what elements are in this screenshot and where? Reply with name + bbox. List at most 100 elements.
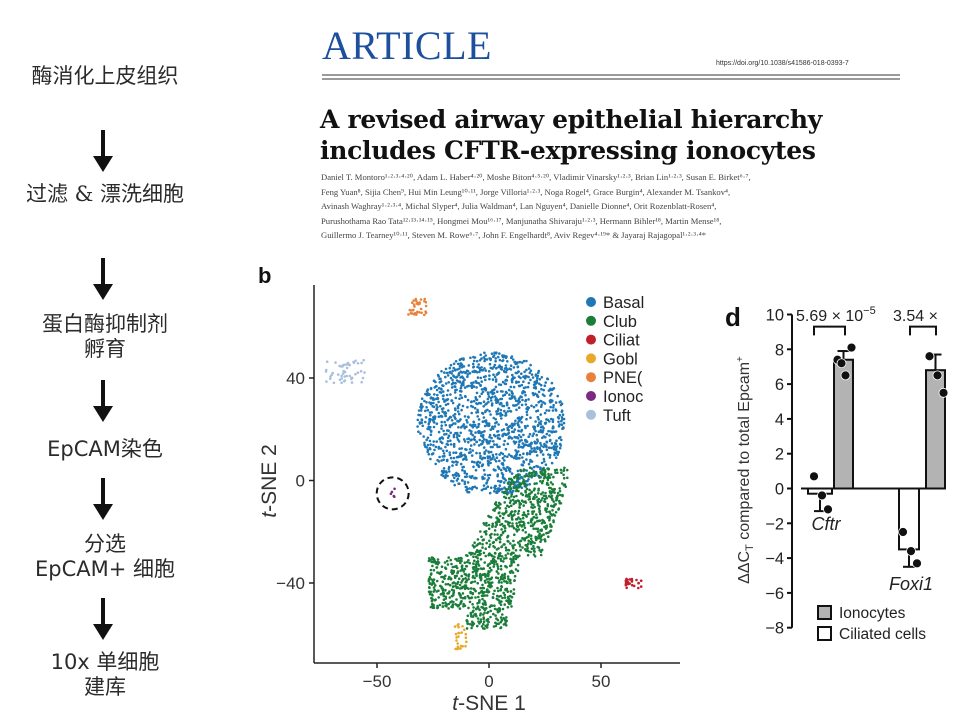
doi-link[interactable]: https://doi.org/10.1038/s41586-018-0393-… (716, 60, 849, 67)
tsne-point-basal (498, 484, 502, 487)
tsne-point-basal (499, 480, 502, 484)
tsne-point-basal (482, 433, 485, 437)
paper-title-line-2: includes CFTR-expressing ionocytes (320, 136, 816, 165)
tsne-point-basal (464, 455, 468, 459)
tsne-point-club (531, 506, 535, 510)
tsne-point-basal (516, 469, 520, 473)
tsne-point-club (479, 578, 483, 582)
tsne-point-club (488, 583, 491, 586)
tsne-point-basal (462, 438, 466, 441)
tsne-point-basal (529, 451, 532, 454)
tsne-point-basal (518, 416, 521, 419)
tsne-point-club (485, 594, 489, 597)
tsne-point-basal (487, 476, 491, 480)
tsne-point-club (490, 604, 494, 607)
tsne-point-basal (426, 448, 430, 452)
tsne-point-basal (483, 438, 486, 441)
tsne-point-club (441, 580, 445, 583)
tsne-point-basal (507, 388, 511, 392)
tsne-point-basal (493, 388, 496, 391)
tsne-point-basal (499, 383, 503, 387)
tsne-point-basal (473, 460, 476, 464)
tsne-point-basal (502, 428, 506, 431)
tsne-point-club (498, 514, 502, 518)
tsne-point-basal (558, 442, 562, 446)
tsne-point-basal (499, 365, 502, 369)
tsne-point-basal (502, 477, 505, 480)
tsne-point-basal (501, 380, 505, 384)
tsne-point-basal (471, 449, 475, 452)
tsne-point-club (528, 495, 531, 499)
tsne-point-goblet (457, 635, 460, 638)
tsne-point-club (527, 475, 531, 478)
tsne-point-club (529, 537, 533, 540)
tsne-point-ionocytes (389, 492, 393, 496)
tsne-point-basal (458, 482, 461, 486)
tsne-point-basal (490, 436, 493, 440)
tsne-point-basal (505, 379, 509, 382)
tsne-point-basal (496, 409, 500, 413)
tsne-point-club (469, 587, 473, 590)
tsne-point-club (516, 569, 520, 573)
tsne-point-basal (495, 401, 498, 405)
tsne-point-club (478, 622, 481, 625)
tsne-point-club (491, 581, 494, 584)
tsne-point-basal (520, 421, 523, 424)
tsne-point-tuft (338, 378, 342, 382)
tsne-point-basal (454, 369, 457, 372)
tsne-point-club (535, 516, 539, 519)
tsne-point-basal (456, 419, 459, 423)
tsne-point-basal (477, 422, 481, 426)
tsne-point-basal (468, 448, 472, 451)
tsne-point-basal (517, 434, 521, 437)
tsne-point-basal (489, 450, 493, 454)
tsne-point-basal (520, 415, 524, 419)
tsne-point-club (514, 557, 518, 561)
tsne-point-basal (482, 468, 486, 472)
tsne-point-club (498, 520, 501, 523)
tsne-point-club (493, 604, 496, 607)
tsne-point-basal (510, 394, 514, 398)
tsne-point-club (488, 566, 492, 570)
tsne-point-basal (541, 429, 545, 432)
tsne-point-basal (498, 412, 502, 415)
tsne-point-basal (478, 452, 482, 455)
tsne-point-club (549, 529, 553, 532)
tsne-point-club (472, 555, 475, 558)
tsne-point-basal (488, 357, 491, 360)
tsne-point-basal (510, 396, 514, 400)
tsne-point-club (446, 563, 450, 566)
tsne-point-club (562, 476, 566, 480)
tsne-point-basal (502, 443, 506, 446)
tsne-point-basal (494, 359, 497, 363)
tsne-point-club (522, 504, 525, 507)
tsne-point-club (539, 535, 543, 538)
tsne-point-club (508, 485, 512, 488)
tsne-point-basal (510, 472, 514, 475)
tsne-point-club (437, 596, 441, 599)
tsne-point-basal (516, 365, 520, 369)
tsne-point-basal (535, 454, 539, 457)
tsne-point-basal (543, 402, 547, 405)
tsne-point-basal (467, 440, 470, 444)
tsne-point-club (539, 553, 543, 557)
tsne-point-club (503, 526, 507, 530)
tsne-point-basal (552, 406, 555, 409)
tsne-point-basal (457, 380, 460, 383)
tsne-point-club (536, 519, 540, 523)
tsne-point-club (547, 494, 551, 498)
tsne-point-club (480, 625, 484, 628)
tsne-point-club (475, 574, 478, 578)
tsne-point-club (473, 552, 477, 556)
tsne-point-goblet (461, 625, 464, 628)
tsne-point-club (506, 606, 510, 609)
tsne-point-club (500, 555, 504, 558)
tsne-point-basal (491, 389, 494, 392)
tsne-point-club (471, 603, 474, 606)
tsne-point-club (427, 557, 431, 560)
tsne-point-club (494, 525, 497, 528)
tsne-point-basal (539, 466, 542, 470)
tsne-point-pnec (408, 308, 412, 312)
tsne-point-club (462, 570, 466, 573)
